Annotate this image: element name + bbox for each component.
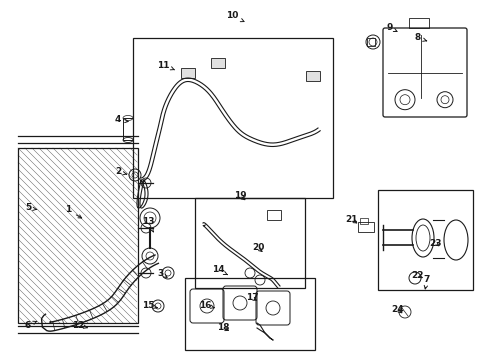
- Text: 6: 6: [25, 320, 37, 329]
- Text: 1: 1: [65, 206, 81, 218]
- Text: 24: 24: [391, 306, 404, 315]
- Text: 19: 19: [233, 192, 246, 201]
- Text: 2: 2: [115, 167, 126, 176]
- Bar: [359, 218, 367, 224]
- Text: 18: 18: [216, 324, 229, 333]
- Bar: [377, 190, 472, 290]
- Text: 4: 4: [115, 116, 128, 125]
- Text: 15: 15: [142, 301, 157, 310]
- Bar: [210, 58, 224, 68]
- Text: 22: 22: [411, 270, 424, 279]
- Text: 16: 16: [198, 301, 214, 310]
- Text: 20: 20: [251, 243, 264, 252]
- Bar: [181, 68, 195, 78]
- Bar: [123, 118, 133, 140]
- Bar: [357, 222, 373, 232]
- Bar: [18, 148, 138, 323]
- Bar: [366, 38, 374, 46]
- Text: 5: 5: [25, 203, 37, 212]
- Text: 7: 7: [423, 275, 429, 289]
- Text: 11: 11: [157, 60, 174, 70]
- Text: 8: 8: [414, 33, 426, 42]
- Text: 17: 17: [245, 293, 258, 302]
- Text: 10: 10: [225, 12, 244, 22]
- Bar: [305, 71, 319, 81]
- Bar: [266, 210, 281, 220]
- Bar: [195, 198, 305, 288]
- Text: 23: 23: [428, 238, 440, 248]
- Text: 12: 12: [72, 320, 87, 329]
- Text: 3: 3: [157, 269, 167, 278]
- Bar: [408, 18, 428, 28]
- Bar: [184, 278, 314, 350]
- Text: 9: 9: [386, 23, 396, 32]
- Bar: [133, 38, 332, 198]
- Text: 21: 21: [345, 216, 358, 225]
- Text: 13: 13: [142, 217, 154, 232]
- Text: 14: 14: [211, 266, 227, 275]
